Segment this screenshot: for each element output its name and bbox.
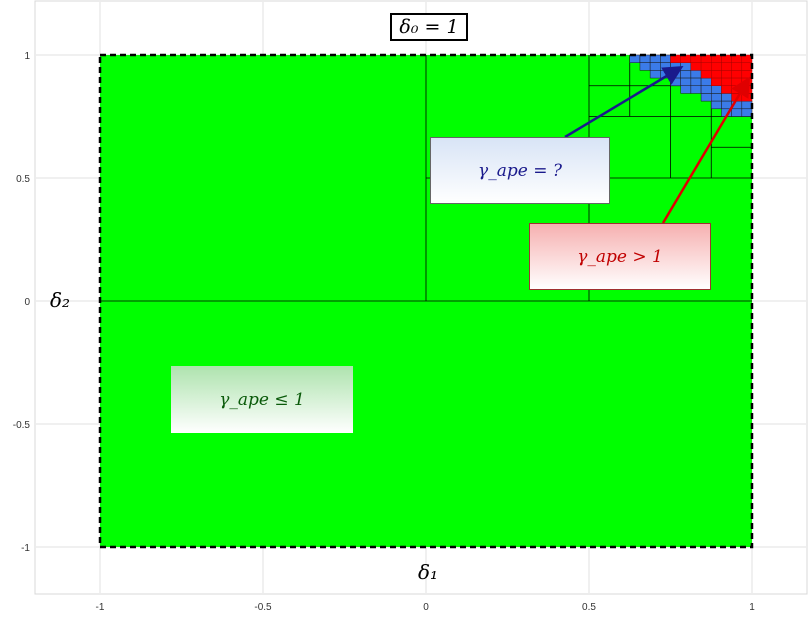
unknown-cell	[690, 85, 702, 94]
unknown-cell	[690, 70, 702, 79]
domain-box	[98, 53, 754, 549]
gt-cell	[741, 70, 753, 79]
gt-cell	[721, 85, 732, 94]
unknown-cell	[711, 93, 722, 102]
y-axis-label: δ₂	[50, 288, 71, 312]
arrow-to-unknown	[564, 65, 684, 139]
unknown-cell	[711, 100, 722, 110]
annotation-greater: γ_ape > 1	[529, 223, 711, 290]
x-tick-label: 0	[423, 602, 429, 613]
unknown-cell	[741, 100, 753, 110]
gt-cell	[700, 62, 712, 71]
x-tick-label: 0.5	[582, 602, 596, 613]
unknown-cell	[680, 77, 692, 86]
gt-cell	[731, 62, 743, 71]
gt-cell	[721, 77, 732, 86]
unknown-cell	[741, 108, 753, 117]
gt-cell	[741, 93, 753, 102]
unknown-cell	[680, 62, 692, 71]
y-tick-label: 0	[24, 297, 30, 308]
unknown-cell	[700, 77, 712, 86]
unknown-cell	[700, 85, 712, 94]
unknown-cell	[700, 93, 712, 102]
arrow-to-greater	[661, 76, 751, 224]
unknown-cell	[670, 77, 681, 86]
unknown-cell	[680, 70, 692, 79]
y-tick-label: 0.5	[16, 174, 30, 185]
tick-labels: -1 -0.5 0 0.5 1 1 0.5 0 -0.5 -1	[13, 51, 755, 613]
annotation-less-equal: γ_ape ≤ 1	[171, 366, 353, 433]
unknown-cell	[639, 62, 651, 71]
gt-cell	[721, 62, 732, 71]
gt-cell	[731, 77, 743, 86]
x-tick-label: -1	[96, 602, 105, 613]
region-layer	[98, 53, 754, 549]
annotation-unknown: γ_ape = ?	[430, 137, 610, 204]
unknown-cell	[680, 85, 692, 94]
x-tick-label: 1	[749, 602, 755, 613]
unknown-cell	[690, 77, 702, 86]
unknown-cell	[649, 70, 661, 79]
y-tick-label: -0.5	[13, 420, 31, 431]
chart-title: δ₀ = 1	[390, 13, 468, 41]
unknown-cell	[660, 62, 671, 71]
unknown-cell	[731, 108, 743, 117]
y-tick-label: -1	[21, 543, 30, 554]
gt-cell	[711, 70, 722, 79]
y-tick-label: 1	[24, 51, 30, 62]
annotation-arrows	[564, 65, 751, 224]
gt-cell	[741, 62, 753, 71]
unknown-cell	[721, 93, 732, 102]
gt-cell	[690, 62, 702, 71]
x-tick-label: -0.5	[254, 602, 272, 613]
gt-cell	[700, 70, 712, 79]
unknown-cell	[711, 85, 722, 94]
gt-cell	[711, 62, 722, 71]
gt-cell	[721, 70, 732, 79]
x-axis-label: δ₁	[418, 560, 439, 584]
gt-cell	[731, 70, 743, 79]
unknown-cell	[649, 62, 661, 71]
gt-cell	[711, 77, 722, 86]
